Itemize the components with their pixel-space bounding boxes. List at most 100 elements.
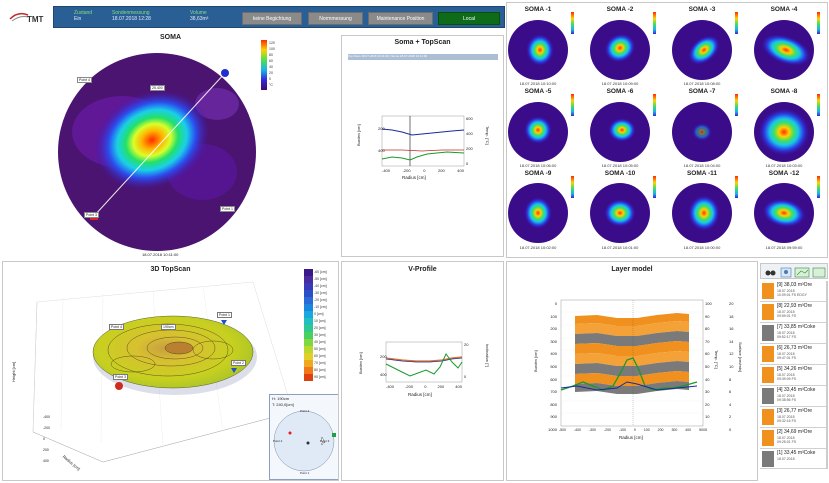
layer-swatch: [762, 283, 774, 299]
soma-topscan-xlabel: Radius [cm]: [402, 175, 426, 180]
soma-history-2[interactable]: SOMA -2 18.07.2018 10:09:00: [601, 6, 639, 86]
soma-heatmap[interactable]: [2, 32, 339, 260]
layer-model-chart: [560, 299, 704, 427]
layer-model-panel: Layer model 0 100 200 300 400 500 600 700 800 …: [506, 261, 758, 481]
layer-item-7[interactable]: [7] 33,85 m³Coke 18.07.2018 09:52:17 FS: [760, 323, 826, 344]
topscan-3d-view[interactable]: [3, 262, 339, 481]
v-profile-ylabel: Burden [cm]: [358, 352, 363, 374]
layer-item-8[interactable]: [8] 22,93 m³Ore 18.07.2018 09:59:01 FS: [760, 302, 826, 323]
chart-icon[interactable]: [794, 267, 810, 278]
soma-history-8[interactable]: SOMA -8 18.07.2018 10:03:00: [765, 88, 803, 168]
layer-swatch: [762, 304, 774, 320]
layer-list-toolbar: [760, 263, 828, 279]
binoculars-icon[interactable]: [765, 270, 776, 276]
normal-measurement-button[interactable]: Normmessung: [308, 12, 363, 25]
soma-history-9[interactable]: SOMA -9 18.07.2018 10:02:00: [519, 170, 557, 250]
soma-topscan-ytick: 200: [378, 126, 385, 131]
inset-height: H: 190cm: [272, 396, 290, 401]
soma-history-12[interactable]: SOMA -12 18.07.2018 09:59:00: [765, 170, 803, 250]
image-icon[interactable]: [780, 267, 792, 278]
soma-history-4[interactable]: SOMA -4: [770, 6, 798, 13]
layer-model-xlabel: Radius [cm]: [619, 435, 643, 440]
layer-model-ylabel-mid: Temp. [°C]: [714, 350, 719, 369]
soma-topscan-info: Top-Scan 18.07.2018 10:11:00 | Soma 18.0…: [348, 54, 498, 60]
topscan-point-label: Point 1: [217, 312, 232, 318]
soma-topscan-title: Soma + TopScan: [394, 39, 451, 46]
inset-point: Point 2: [273, 439, 283, 443]
soma-point-label: Point 4: [77, 77, 92, 83]
status-field: Zustand Ein: [74, 10, 92, 22]
soma-point-label: Point 3: [84, 212, 99, 218]
soma-history-5[interactable]: SOMA -5 18.07.2018 10:06:00: [519, 88, 557, 168]
volume-field: Volume 38,63m³: [190, 10, 208, 22]
v-profile-ytick: 200: [380, 354, 387, 359]
layer-item-3[interactable]: [3] 26,77 m³Ore 18.07.2018 09:32:16 FS: [760, 407, 826, 428]
layer-swatch: [762, 346, 774, 362]
layer-item-1[interactable]: [1] 33,45 m³Coke 18.07.2018: [760, 449, 826, 469]
soma-history-3[interactable]: SOMA -3 18.07.2018 10:08:00: [683, 6, 721, 86]
profile-end-handle[interactable]: [221, 69, 229, 77]
logo-text: TMT: [27, 15, 44, 24]
layer-model-xticks: -500 -400 -300 -200 -100 0 100 200 300 400 500: [559, 428, 705, 432]
soma-topscan-ylabel-right: Temp. [°C]: [485, 126, 490, 145]
app-logo: TMT: [8, 9, 50, 27]
soma-history-7[interactable]: SOMA -7 18.07.2018 10:04:00: [683, 88, 721, 168]
v-profile-ytick-right: 0: [464, 374, 467, 379]
layer-list-scrollbar[interactable]: [826, 281, 828, 469]
layer-model-ylabel-right: Surface [cm/min]: [738, 342, 743, 373]
topscan-point-label: Point 3: [113, 374, 128, 380]
layer-model-yticks-right: 100 90 80 70 60 50 40 30 20 10 0: [705, 301, 712, 432]
soma-profile-line[interactable]: [93, 72, 226, 217]
measurement-label: Sondenmessung: [112, 10, 150, 16]
soma-colorbar-ticks: 120 100 80 60 40 20 0 °C: [269, 41, 275, 87]
layer-model-yticks: 0 100 200 300 400 500 600 700 800 900 1000: [548, 301, 557, 432]
status-header: Zustand Ein Sondenmessung 18.07.2018 12:…: [53, 6, 505, 28]
layer-item-9[interactable]: [9] 38,03 m³Ore 18.07.2018 10:09:01 FS EDG…: [760, 281, 826, 302]
layer-swatch: [762, 451, 774, 467]
inset-temp: T: 240,0[cm]: [272, 402, 294, 407]
soma-history-10[interactable]: SOMA -10 18.07.2018 10:01:00: [601, 170, 639, 250]
soma-topscan-ytick-right: 0: [466, 161, 469, 166]
inset-point: Point 1: [300, 471, 310, 475]
layer-model-ylabel: Burden [cm]: [533, 350, 538, 372]
v-profile-xlabel: Radius [cm]: [408, 392, 432, 397]
v-profile-title: V-Profile: [408, 266, 437, 273]
topscan-axis-ticks: -400 -200 0 200 400: [43, 415, 51, 463]
logo-swoosh-icon: [9, 12, 29, 22]
v-profile-ylabel-right: Inclination [°]: [485, 344, 490, 367]
soma-topscan-ytick-right: 600: [466, 116, 473, 121]
soma-topscan-panel: Soma + TopScan Top-Scan 18.07.2018 10:11…: [341, 35, 504, 257]
topscan-z-axis-label: Height [cm]: [11, 361, 16, 382]
soma-panel: SOMA Point 4 Poin: [2, 32, 339, 260]
topscan-point-label: Point 2: [231, 360, 246, 366]
layer-item-6[interactable]: [6] 26,73 m³Ore 18.07.2018 09:47:01 FS: [760, 344, 826, 365]
no-charging-button[interactable]: keine Begichtung: [242, 12, 302, 25]
topscan-inset[interactable]: H: 190cm T: 240,0[cm] Point 4 Point 2 Po…: [269, 394, 338, 480]
soma-point-label: Point 1: [220, 206, 235, 212]
local-mode-button[interactable]: Local: [438, 12, 500, 25]
layer-item-5[interactable]: [5] 34,26 m³Ore 18.07.2018 09:39:09 FS: [760, 365, 826, 386]
soma-date: 18.07.2018 10:11:00: [142, 252, 179, 257]
layer-item-4[interactable]: [4] 33,45 m³Coke 18.07.2018 09:38:56 FS: [760, 386, 826, 407]
status-value: Ein: [74, 16, 82, 22]
soma-title: SOMA: [160, 34, 181, 41]
topscan-point-label: Point 4: [109, 324, 124, 330]
layer-model-title: Layer model: [611, 266, 653, 273]
grid-icon[interactable]: [812, 267, 826, 278]
v-profile-ytick-right: 20: [464, 342, 469, 347]
status-label: Zustand: [74, 10, 93, 16]
topscan-peak-label: 190cm: [161, 324, 176, 330]
layer-item-2[interactable]: [2] 34,69 m³Ore 18.07.2018 09:25:01 FS: [760, 428, 826, 449]
layer-swatch: [762, 388, 774, 404]
topscan-3d-title: 3D TopScan: [150, 266, 191, 273]
toolbar-icons: [765, 267, 826, 278]
v-profile-ytick: 400: [380, 372, 387, 377]
maintenance-position-button[interactable]: Maintenance Position: [368, 12, 433, 25]
soma-topscan-xticks: -400 -200 0 200 400: [382, 168, 464, 173]
volume-label: Volume: [190, 10, 207, 16]
soma-history-1[interactable]: SOMA -1 18.07.2018 10:10:00: [519, 6, 557, 86]
soma-history-11[interactable]: SOMA -11 18.07.2018 10:00:00: [683, 170, 721, 250]
soma-colorbar: [261, 40, 267, 90]
soma-history-6[interactable]: SOMA -6 18.07.2018 10:05:00: [601, 88, 639, 168]
v-profile-panel: V-Profile 200 400 20 0 -400 -200 0 200 400 R…: [341, 261, 504, 481]
